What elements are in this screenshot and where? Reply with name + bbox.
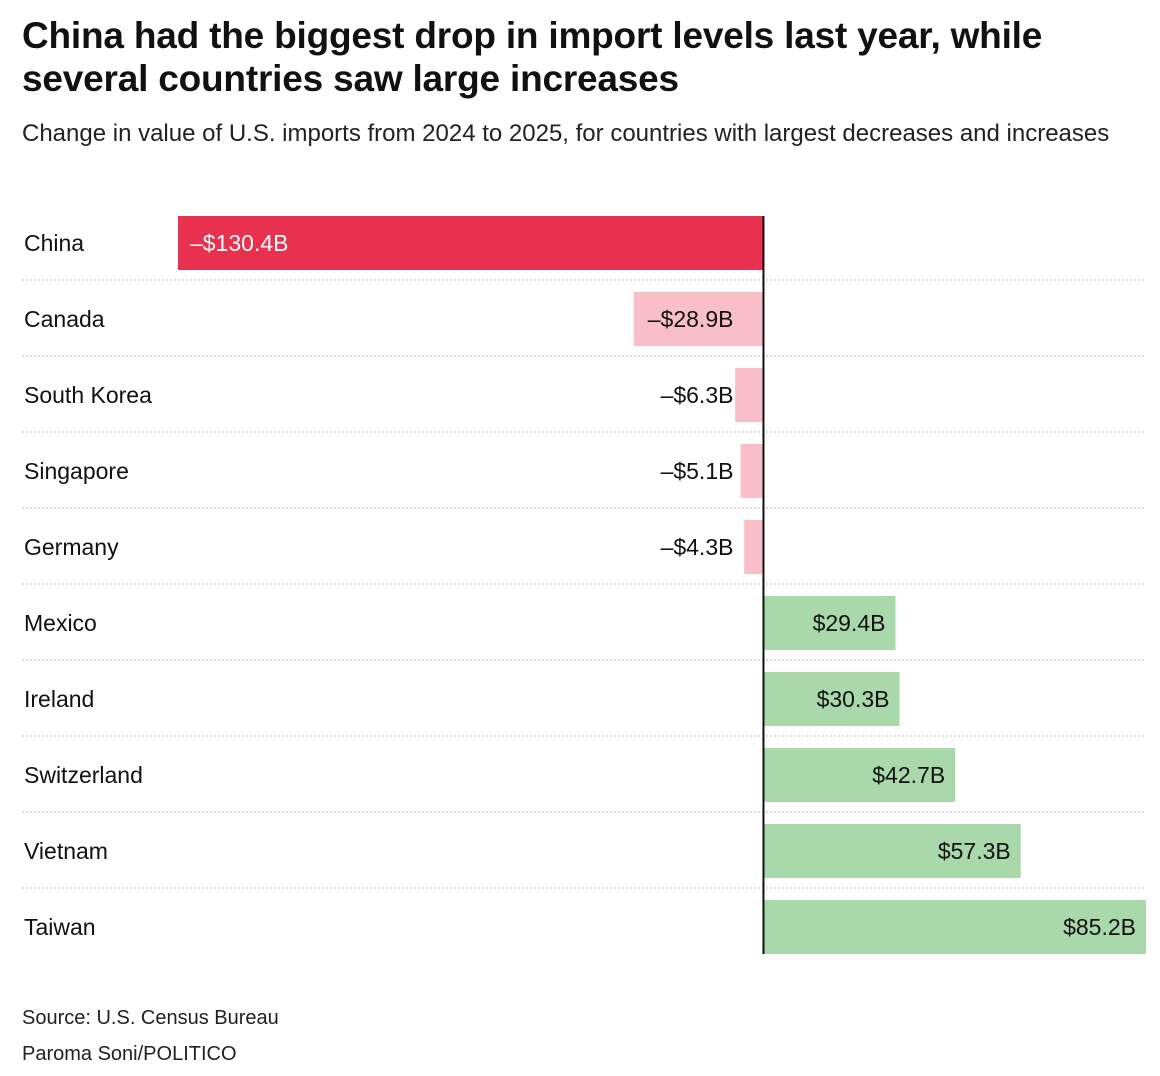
value-label-mexico: $29.4B	[813, 610, 886, 636]
chart-title: China had the biggest drop in import lev…	[22, 15, 1043, 99]
category-label-mexico: Mexico	[24, 610, 97, 636]
value-labels: –$130.4B –$28.9B –$6.3B –$5.1B –$4.3B $29.4B $…	[190, 230, 1136, 940]
bar-switzerland	[763, 748, 956, 802]
category-labels: China Canada South Korea Singapore Germany Me…	[24, 230, 152, 940]
category-label-ireland: Ireland	[24, 686, 94, 712]
value-label-taiwan: $85.2B	[1063, 914, 1136, 940]
bar-canada	[633, 292, 764, 346]
category-label-taiwan: Taiwan	[24, 914, 96, 940]
category-label-vietnam: Vietnam	[24, 838, 108, 864]
source-note: Source: U.S. Census Bureau	[22, 1007, 279, 1029]
bar-china	[178, 216, 764, 270]
bar-mexico	[763, 596, 896, 650]
value-label-south-korea: –$6.3B	[661, 382, 734, 408]
value-label-vietnam: $57.3B	[938, 838, 1011, 864]
bar-germany	[744, 520, 764, 574]
chart-subtitle: Change in value of U.S. imports from 202…	[22, 120, 1110, 147]
bar-vietnam	[763, 824, 1021, 878]
bar-south-korea	[735, 368, 764, 422]
bar-taiwan	[763, 900, 1146, 954]
value-label-china: –$130.4B	[190, 230, 288, 256]
value-label-ireland: $30.3B	[817, 686, 890, 712]
credit-note: Paroma Soni/POLITICO	[22, 1043, 237, 1065]
value-label-germany: –$4.3B	[661, 534, 734, 560]
bar-chart: China Canada South Korea Singapore Germany Me…	[22, 216, 1146, 954]
category-label-south-korea: South Korea	[24, 382, 152, 408]
category-label-china: China	[24, 230, 84, 256]
row-separators	[22, 279, 1146, 889]
value-label-singapore: –$5.1B	[661, 458, 734, 484]
category-label-germany: Germany	[24, 534, 119, 560]
category-label-singapore: Singapore	[24, 458, 129, 484]
bar-ireland	[763, 672, 900, 726]
bar-singapore	[740, 444, 764, 498]
value-label-switzerland: $42.7B	[872, 762, 945, 788]
category-label-canada: Canada	[24, 306, 105, 332]
category-label-switzerland: Switzerland	[24, 762, 143, 788]
bars	[178, 216, 1146, 954]
value-label-canada: –$28.9B	[648, 306, 734, 332]
